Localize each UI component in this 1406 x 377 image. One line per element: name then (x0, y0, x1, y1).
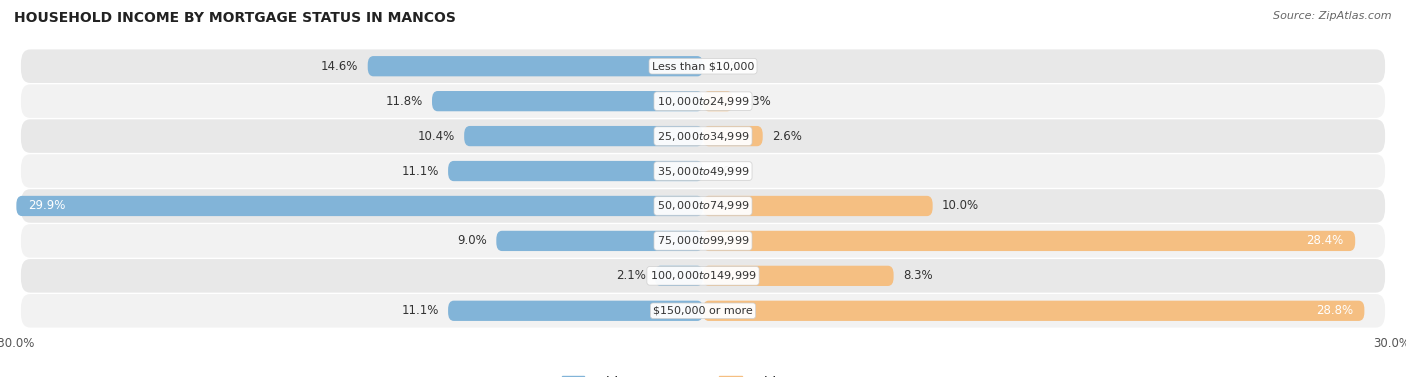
FancyBboxPatch shape (21, 119, 1385, 153)
FancyBboxPatch shape (449, 301, 703, 321)
Text: 0.0%: 0.0% (713, 164, 742, 178)
Text: $150,000 or more: $150,000 or more (654, 306, 752, 316)
Text: 2.1%: 2.1% (616, 269, 645, 282)
Text: $75,000 to $99,999: $75,000 to $99,999 (657, 234, 749, 247)
FancyBboxPatch shape (703, 91, 733, 111)
Text: Less than $10,000: Less than $10,000 (652, 61, 754, 71)
FancyBboxPatch shape (703, 266, 894, 286)
Text: 11.1%: 11.1% (402, 164, 439, 178)
Text: 11.8%: 11.8% (385, 95, 423, 108)
FancyBboxPatch shape (703, 196, 932, 216)
Text: 29.9%: 29.9% (28, 199, 65, 213)
Text: $10,000 to $24,999: $10,000 to $24,999 (657, 95, 749, 108)
Text: Source: ZipAtlas.com: Source: ZipAtlas.com (1274, 11, 1392, 21)
FancyBboxPatch shape (496, 231, 703, 251)
FancyBboxPatch shape (703, 301, 1364, 321)
FancyBboxPatch shape (655, 266, 703, 286)
FancyBboxPatch shape (703, 126, 762, 146)
Text: 14.6%: 14.6% (321, 60, 359, 73)
FancyBboxPatch shape (17, 196, 703, 216)
Text: 28.4%: 28.4% (1306, 234, 1344, 247)
Text: 2.6%: 2.6% (772, 130, 801, 143)
FancyBboxPatch shape (21, 259, 1385, 293)
Text: 10.0%: 10.0% (942, 199, 979, 213)
Text: HOUSEHOLD INCOME BY MORTGAGE STATUS IN MANCOS: HOUSEHOLD INCOME BY MORTGAGE STATUS IN M… (14, 11, 456, 25)
FancyBboxPatch shape (368, 56, 703, 76)
FancyBboxPatch shape (21, 154, 1385, 188)
FancyBboxPatch shape (432, 91, 703, 111)
Text: 28.8%: 28.8% (1316, 304, 1353, 317)
Legend: Without Mortgage, With Mortgage: Without Mortgage, With Mortgage (562, 375, 844, 377)
FancyBboxPatch shape (21, 224, 1385, 258)
FancyBboxPatch shape (21, 49, 1385, 83)
Text: 1.3%: 1.3% (742, 95, 772, 108)
FancyBboxPatch shape (449, 161, 703, 181)
Text: 10.4%: 10.4% (418, 130, 456, 143)
FancyBboxPatch shape (21, 84, 1385, 118)
Text: 11.1%: 11.1% (402, 304, 439, 317)
Text: $25,000 to $34,999: $25,000 to $34,999 (657, 130, 749, 143)
Text: 8.3%: 8.3% (903, 269, 932, 282)
FancyBboxPatch shape (21, 189, 1385, 223)
Text: 0.0%: 0.0% (713, 60, 742, 73)
FancyBboxPatch shape (464, 126, 703, 146)
Text: 9.0%: 9.0% (457, 234, 486, 247)
Text: $100,000 to $149,999: $100,000 to $149,999 (650, 269, 756, 282)
FancyBboxPatch shape (703, 231, 1355, 251)
Text: $50,000 to $74,999: $50,000 to $74,999 (657, 199, 749, 213)
FancyBboxPatch shape (21, 294, 1385, 328)
Text: $35,000 to $49,999: $35,000 to $49,999 (657, 164, 749, 178)
